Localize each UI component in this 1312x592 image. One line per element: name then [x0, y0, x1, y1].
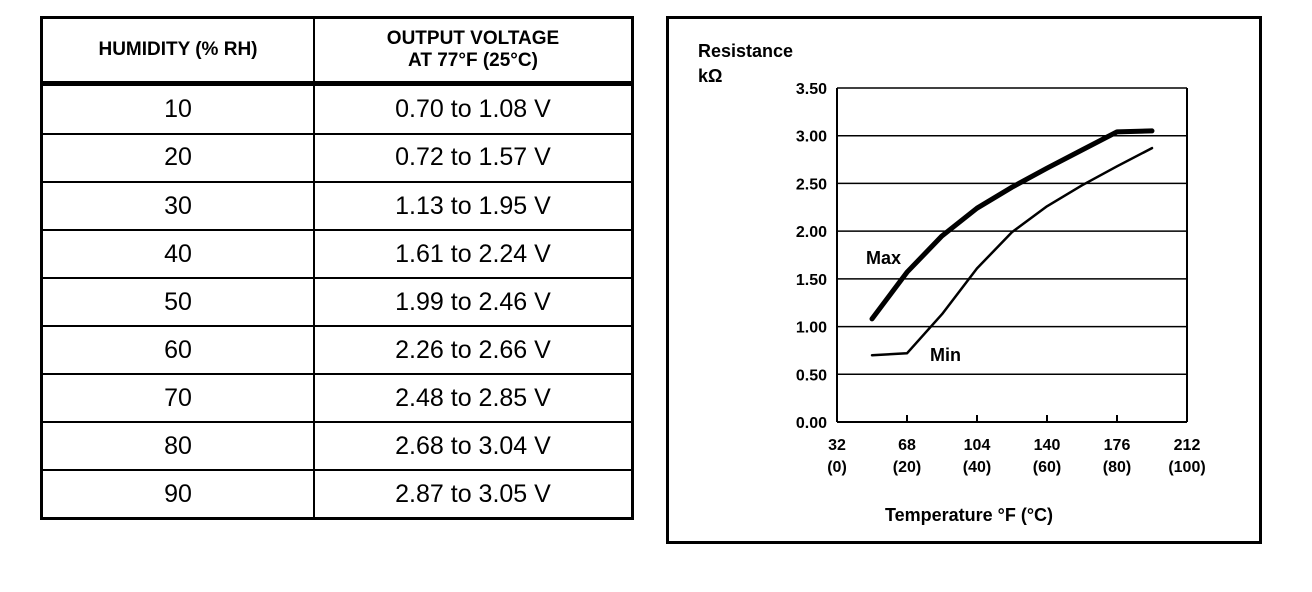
x-axis-label: Temperature °F (°C) — [885, 505, 1053, 525]
table-row: 60 2.26 to 2.66 V — [43, 325, 631, 375]
voltage-cell: 2.48 to 2.85 V — [314, 373, 631, 423]
table-row: 70 2.48 to 2.85 V — [43, 373, 631, 423]
x-tick-label: 176 — [1104, 437, 1131, 454]
resistance-chart-frame: Resistance kΩ 0.00 0.50 1.00 1.50 2.00 2.50 3.… — [666, 16, 1262, 544]
humidity-voltage-table: HUMIDITY (% RH) OUTPUT VOLTAGE AT 77°F (… — [40, 16, 634, 520]
humidity-cell: 80 — [43, 421, 315, 471]
x-tick-sublabel: (20) — [893, 459, 921, 476]
y-tick-label: 3.00 — [796, 129, 827, 146]
y-axis-label-line2: kΩ — [698, 66, 722, 86]
table-row: 30 1.13 to 1.95 V — [43, 180, 631, 231]
voltage-cell: 1.99 to 2.46 V — [314, 277, 631, 327]
resistance-chart: Resistance kΩ 0.00 0.50 1.00 1.50 2.00 2.50 3.… — [698, 41, 1206, 525]
y-tick-label: 0.50 — [796, 367, 827, 384]
y-tick-label: 2.00 — [796, 224, 827, 241]
humidity-cell: 60 — [43, 325, 315, 375]
voltage-cell: 1.61 to 2.24 V — [314, 229, 631, 279]
humidity-cell: 50 — [43, 277, 315, 327]
table-row: 80 2.68 to 3.04 V — [43, 421, 631, 471]
humidity-cell: 40 — [43, 229, 315, 279]
humidity-cell: 10 — [43, 83, 315, 134]
header-voltage-line2: AT 77°F (25°C) — [408, 50, 538, 71]
humidity-cell: 20 — [43, 132, 315, 182]
table-header-row: HUMIDITY (% RH) OUTPUT VOLTAGE AT 77°F (… — [43, 19, 631, 86]
y-tick-label: 2.50 — [796, 176, 827, 193]
y-tick-label: 3.50 — [796, 81, 827, 98]
gridlines — [837, 87, 1187, 376]
series-lines: Max Min — [866, 128, 1155, 365]
y-tick-label: 1.50 — [796, 272, 827, 289]
table-row: 40 1.61 to 2.24 V — [43, 229, 631, 279]
humidity-cell: 90 — [43, 469, 315, 517]
x-tick-label: 140 — [1034, 437, 1061, 454]
tick-labels: 0.00 0.50 1.00 1.50 2.00 2.50 3.00 3.50 32 (0) 68 (… — [796, 81, 1206, 476]
series-label-min: Min — [930, 345, 961, 365]
header-humidity-label: HUMIDITY (% RH) — [98, 39, 258, 60]
x-tick-label: 212 — [1174, 437, 1201, 454]
voltage-cell: 1.13 to 1.95 V — [314, 180, 631, 231]
table-row: 20 0.72 to 1.57 V — [43, 132, 631, 182]
voltage-cell: 2.68 to 3.04 V — [314, 421, 631, 471]
x-tick-sublabel: (100) — [1168, 459, 1205, 476]
x-tick-label: 104 — [964, 437, 991, 454]
table-row: 50 1.99 to 2.46 V — [43, 277, 631, 327]
table-row: 90 2.87 to 3.05 V — [43, 469, 631, 517]
x-tick-sublabel: (60) — [1033, 459, 1061, 476]
x-tick-label: 32 — [828, 437, 846, 454]
voltage-cell: 2.87 to 3.05 V — [314, 469, 631, 517]
voltage-cell: 0.70 to 1.08 V — [395, 94, 551, 123]
humidity-cell: 70 — [43, 373, 315, 423]
x-tick-label: 68 — [898, 437, 916, 454]
table-row: 10 0.70 to 1.08 V — [43, 83, 631, 134]
x-tick-sublabel: (40) — [963, 459, 991, 476]
voltage-cell: 2.26 to 2.66 V — [314, 325, 631, 375]
series-line-max — [869, 128, 1155, 322]
series-line-min — [870, 146, 1154, 357]
y-tick-label: 1.00 — [796, 320, 827, 337]
humidity-cell: 30 — [43, 180, 315, 231]
header-output-voltage: OUTPUT VOLTAGE AT 77°F (25°C) — [314, 19, 631, 86]
voltage-cell: 0.72 to 1.57 V — [314, 132, 631, 182]
y-tick-label: 0.00 — [796, 415, 827, 432]
header-humidity: HUMIDITY (% RH) — [43, 19, 315, 86]
x-tick-sublabel: (0) — [827, 459, 847, 476]
axes — [836, 88, 1188, 423]
header-voltage-line1: OUTPUT VOLTAGE — [386, 28, 560, 49]
y-axis-label-line1: Resistance — [698, 41, 793, 61]
series-label-max: Max — [866, 248, 901, 268]
x-tick-sublabel: (80) — [1103, 459, 1131, 476]
